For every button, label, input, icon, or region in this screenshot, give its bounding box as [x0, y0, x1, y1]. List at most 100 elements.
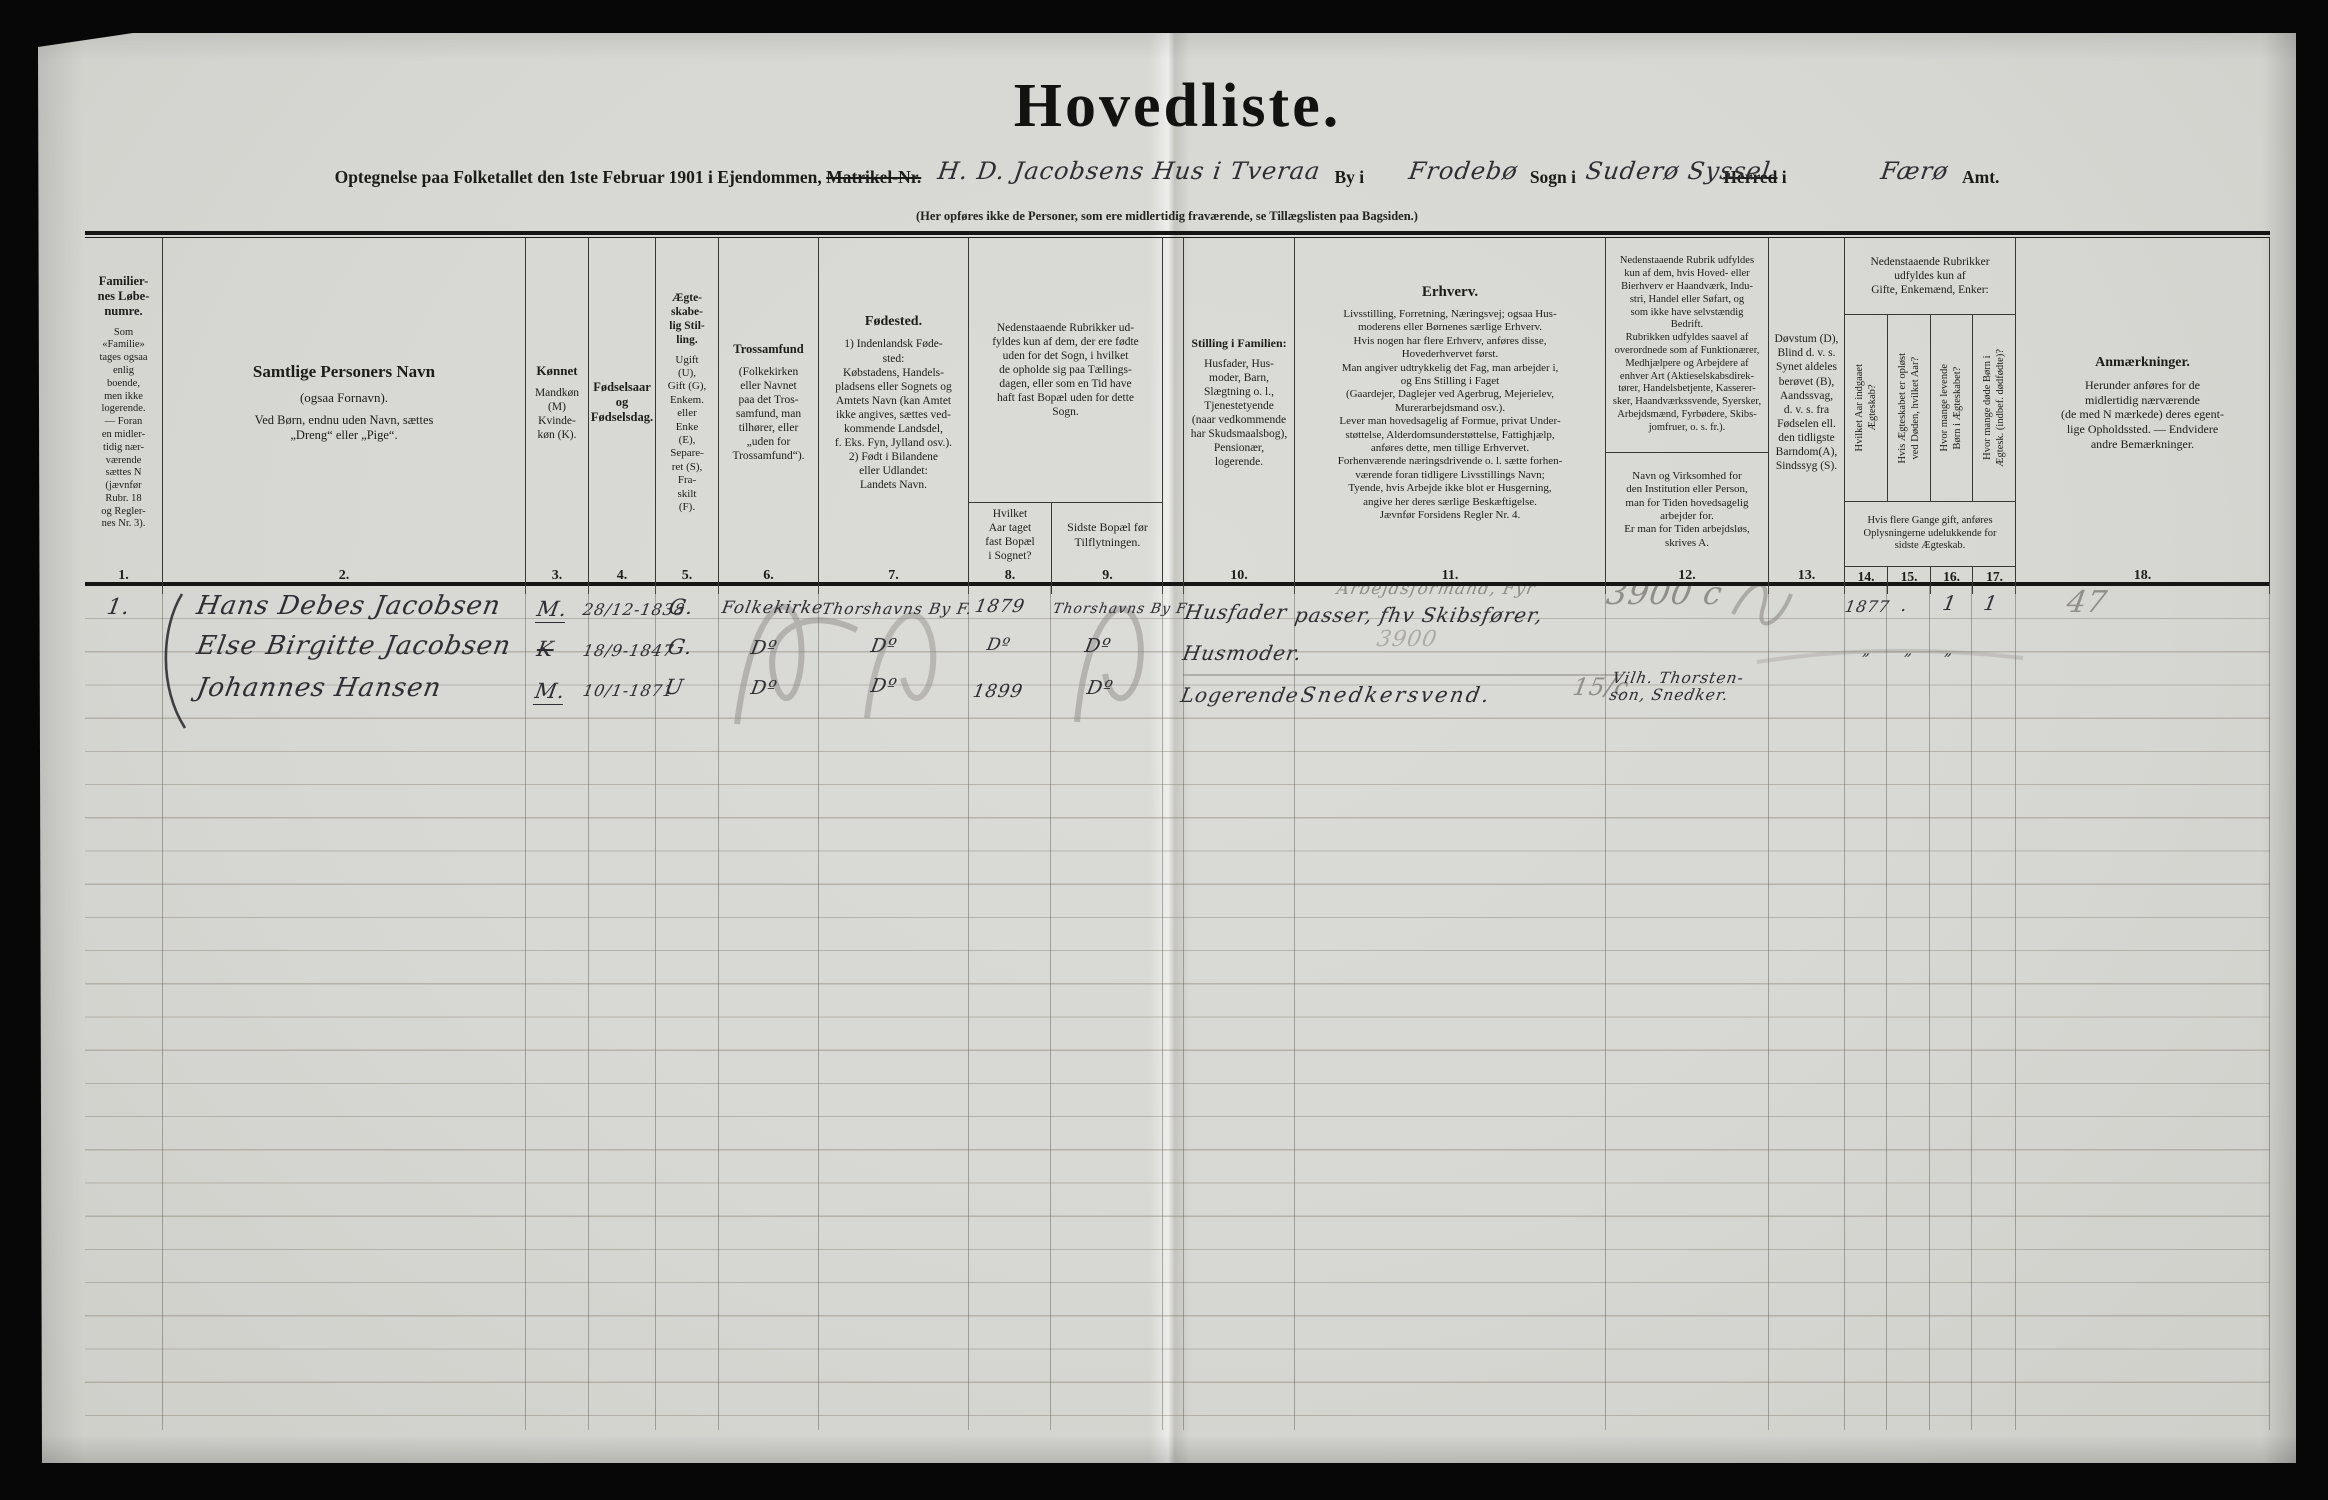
col14-17-top-note: Nedenstaaende Rubrikker udfyldes kun af …	[1845, 238, 2015, 315]
col-header-5: Ægte- skabe- lig Stil- ling. Ugift (U), …	[655, 238, 718, 595]
row3-year-settled: 1899	[971, 681, 1025, 702]
column-rule	[1768, 586, 1769, 1430]
col-header-2: Samtlige Personers Navn (ogsaa Fornavn).…	[162, 238, 525, 595]
col2-subtitle: (ogsaa Fornavn).	[299, 389, 389, 405]
col18-number: 18.	[2133, 568, 2152, 584]
row2-birthdate: 18/9-1847	[581, 641, 676, 660]
column-rule	[1605, 586, 1606, 1430]
row1-religion: Folkekirke	[720, 598, 825, 618]
table-body: 1. Hans Debes Jacobsen M. 28/12-1838 G. …	[85, 586, 2270, 1444]
col9-number: 9.	[1102, 568, 1113, 584]
col2-title: Samtlige Personers Navn	[252, 361, 436, 381]
column-rule	[588, 586, 589, 1430]
row2-marital-status: G.	[665, 635, 695, 659]
col8-title: Hvilket Aar taget fast Bopæl i Sognet?	[985, 508, 1035, 563]
row3-workplace-ink: Vilh. Thorsten- son, Snedker.	[1608, 669, 1746, 705]
col-header-14: Hvilket Aar indgaaet Ægteskab?	[1845, 315, 1887, 501]
handwritten-property: H. D. Jacobsens Hus i Tveraa	[935, 157, 1323, 185]
row3-marital-status: U	[662, 675, 686, 699]
col-header-18: Anmærkninger. Herunder anføres for de mi…	[2015, 238, 2270, 595]
column-rule	[718, 586, 719, 1430]
row1-last-residence: Thorshavns By F	[1051, 601, 1189, 617]
row3-birthdate: 10/1-1871	[581, 681, 676, 700]
col9-title: Sidste Bopæl før Tilflytningen.	[1067, 520, 1148, 550]
row3-name: Johannes Hansen	[194, 673, 444, 703]
col-header-15: Hvis Ægteskabet er opløst ved Døden, hvi…	[1887, 315, 1930, 501]
row2-ditto-col16: „	[1943, 641, 1956, 659]
col11-number: 11.	[1441, 568, 1459, 584]
col2-number: 2.	[338, 568, 350, 584]
page-title: Hovedliste.	[1013, 72, 1342, 140]
row3-occupation-ink: Snedkersvend.	[1298, 683, 1494, 707]
row2-name: Else Birgitte Jacobsen	[194, 631, 514, 661]
col17-title: Hvor mange døde Børn i Ægtesk. (indbef. …	[1982, 349, 2007, 467]
col14-title: Hvilket Aar indgaaet Ægteskab?	[1853, 364, 1878, 452]
col6-body: (Folkekirken eller Navnet paa det Tros- …	[732, 365, 805, 462]
column-rule	[818, 586, 819, 1430]
subtitle-struck-matrikel: Matrikel-Nr.	[826, 167, 922, 187]
col-header-11: Erhverv. Livsstilling, Forretning, Nærin…	[1294, 238, 1605, 595]
col10-title: Stilling i Familien:	[1191, 335, 1287, 350]
row1-marriage-dissolved: .	[1899, 595, 1910, 616]
col-header-1: Familier- nes Løbe- numre. Som «Familie»…	[85, 238, 162, 594]
col15-title: Hvis Ægteskabet er opløst ved Døden, hvi…	[1896, 352, 1921, 464]
row2-family-position: Husmoder.	[1180, 641, 1305, 665]
column-rule	[1886, 586, 1887, 1430]
row1-marital-status: G.	[666, 595, 696, 619]
col1-title: Familier- nes Løbe- numre.	[97, 273, 150, 319]
row2-ditto-col15: „	[1903, 641, 1916, 659]
col11-title: Erhverv.	[1421, 283, 1479, 300]
subtitle-label-sogn: Sogn i	[1529, 167, 1577, 187]
col14-17-bottom-note: Hvis flere Gange gift, anføres Oplysning…	[1863, 514, 1997, 552]
column-rule	[1050, 586, 1051, 1430]
col4-number: 4.	[616, 568, 628, 584]
col15-number: 15.	[1887, 567, 1930, 595]
col7-title: Fødested.	[864, 314, 923, 330]
handwritten-amt: Færø	[1879, 157, 1951, 185]
row2-religion-ditto: Dº	[749, 637, 780, 659]
form-subtitle: Optegnelse paa Folketallet den 1ste Febr…	[38, 157, 2296, 189]
col14-number: 14.	[1857, 569, 1875, 584]
col7-body: 1) Indenlandsk Føde- sted: Købstadens, H…	[834, 338, 953, 491]
handwritten-district: Suderø Syssel	[1584, 157, 1773, 185]
col12-bottom-note: Navn og Virksomhed for den Institution e…	[1624, 469, 1750, 549]
column-rule	[1162, 586, 1163, 1430]
row1-children-dead: 1	[1981, 591, 2000, 615]
col4-title: Fødselsaar og Fødselsdag.	[590, 379, 654, 425]
table-header: Familier- nes Løbe- numre. Som «Familie»…	[85, 238, 2270, 595]
row1-occupation-ink: passer, fhv Skibsfører,	[1292, 603, 1546, 627]
row1-occupation-pencil: Arbejdsformand, Fyr	[1335, 586, 1538, 599]
col8-9-shared-note: Nedenstaaende Rubrikker ud- fyldes kun a…	[969, 238, 1162, 503]
col-header-10: Stilling i Familien: Husfader, Hus- mode…	[1183, 238, 1294, 595]
col12-top-note: Nedenstaaende Rubrik udfyldes kun af dem…	[1606, 238, 1768, 453]
column-rule	[1183, 586, 1184, 1430]
col-header-6: Trossamfund (Folkekirken eller Navnet pa…	[718, 238, 818, 595]
col-header-8-9-group: Nedenstaaende Rubrikker ud- fyldes kun a…	[968, 238, 1162, 595]
subtitle-struck-herred: Herred	[1723, 167, 1778, 187]
col-header-3: Kønnet Mandkøn (M) Kvinde- køn (K). 3.	[525, 238, 588, 595]
row1-family-position: Husfader	[1182, 600, 1290, 624]
column-rule	[2269, 586, 2270, 1430]
row1-marriage-year: 1877	[1843, 597, 1892, 616]
row1-sex: M.	[534, 597, 570, 624]
col-header-12: Nedenstaaende Rubrik udfyldes kun af dem…	[1605, 238, 1768, 595]
col3-number: 3.	[551, 568, 563, 584]
col11-body: Livsstilling, Forretning, Næringsvej; og…	[1337, 307, 1563, 522]
row2-year-settled-ditto: Dº	[985, 635, 1013, 655]
col3-body: Mandkøn (M) Kvinde- køn (K).	[534, 386, 580, 441]
col-header-16: Hvor mange levende Børn i Ægteskabet?	[1930, 315, 1972, 501]
row3-sex: M.	[532, 679, 568, 706]
col7-number: 7.	[888, 568, 899, 584]
col16-title: Hvor mange levende Børn i Ægteskabet?	[1939, 364, 1964, 452]
row2-birthplace-ditto: Dº	[869, 635, 900, 657]
row1-remark-pencil: 47	[2063, 586, 2111, 620]
col2-body: Ved Børn, endnu uden Navn, sættes „Dreng…	[254, 412, 434, 442]
row1-birthplace: Thorshavns By F.	[820, 600, 974, 618]
col13-number: 13.	[1797, 568, 1816, 584]
row1-name: Hans Debes Jacobsen	[194, 591, 504, 621]
subtitle-label-i: i	[1781, 167, 1787, 187]
col5-number: 5.	[681, 568, 693, 584]
subtitle-label-by: By i	[1334, 167, 1365, 187]
row2-sex: K	[534, 637, 556, 661]
